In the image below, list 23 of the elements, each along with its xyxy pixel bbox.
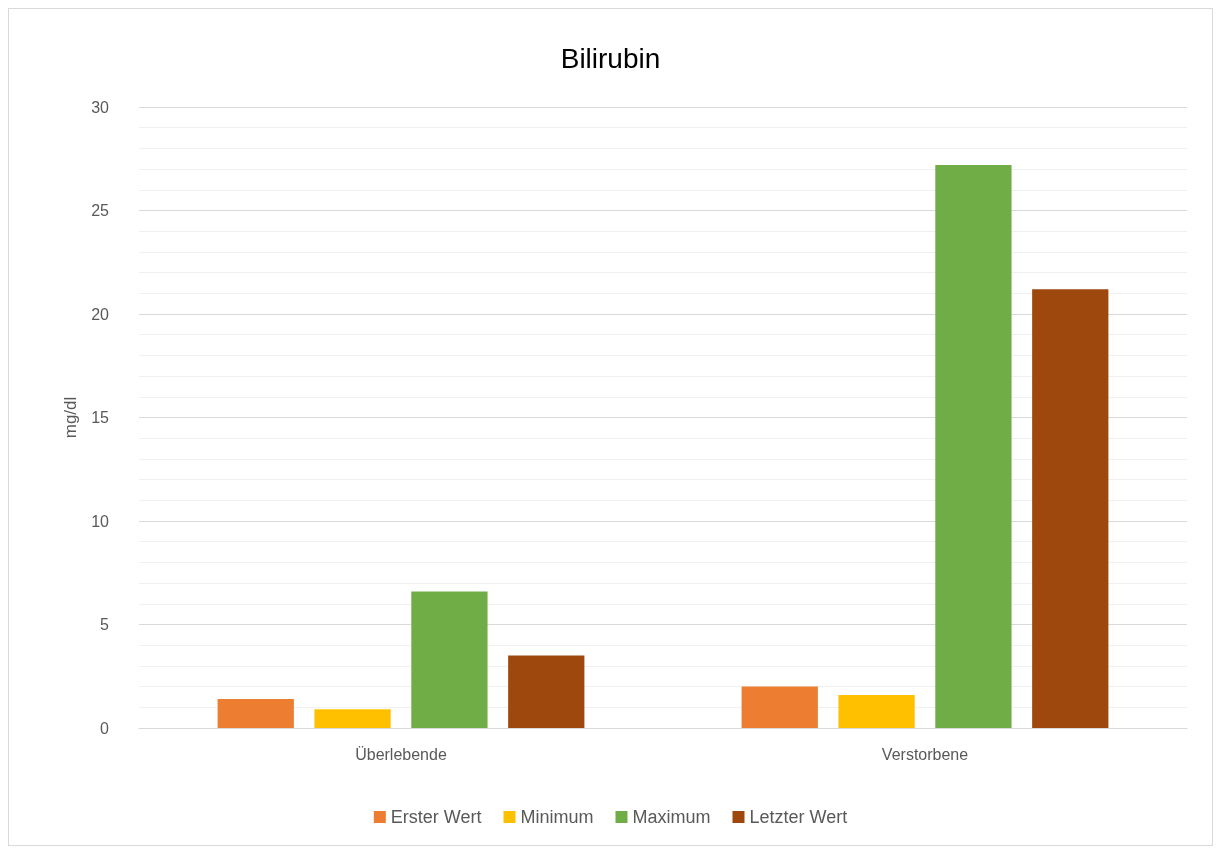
- bar: [217, 699, 294, 728]
- bar: [508, 655, 585, 728]
- legend-label: Letzter Wert: [749, 807, 848, 827]
- y-tick-label: 5: [100, 616, 110, 633]
- y-tick-label: 20: [91, 305, 110, 323]
- legend-label: Maximum: [632, 807, 711, 827]
- bar: [838, 694, 915, 728]
- x-tick-label: Überlebende: [355, 745, 447, 763]
- legend-label: Erster Wert: [390, 807, 482, 827]
- y-axis-title: mg/dl: [61, 396, 80, 439]
- bar: [314, 709, 391, 728]
- y-tick-label: 0: [100, 719, 110, 737]
- y-tick-label: 15: [91, 409, 110, 426]
- y-tick-label: 25: [91, 202, 110, 219]
- legend-label: Minimum: [520, 807, 594, 827]
- bar: [1032, 289, 1109, 728]
- bar: [741, 686, 818, 728]
- bar: [411, 591, 488, 728]
- x-tick-label: Verstorbene: [881, 745, 969, 763]
- y-tick-label: 10: [91, 512, 110, 530]
- chart-title: Bilirubin: [560, 42, 661, 74]
- bar: [935, 164, 1012, 728]
- y-tick-label: 30: [91, 98, 110, 116]
